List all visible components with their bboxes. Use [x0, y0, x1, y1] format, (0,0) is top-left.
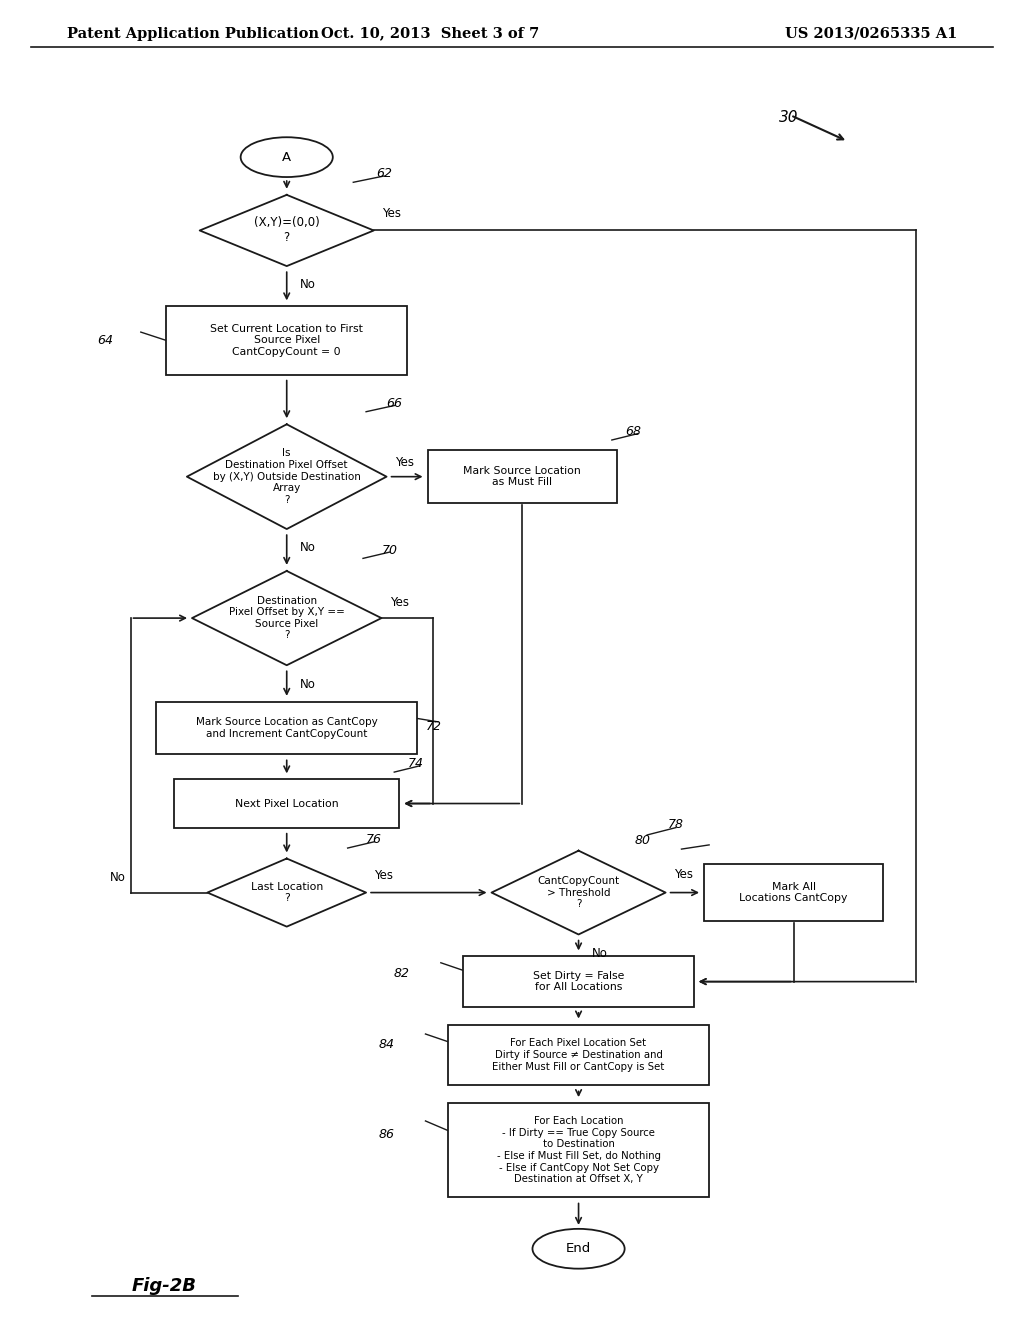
- Bar: [167, 306, 408, 375]
- Bar: [157, 702, 418, 754]
- Ellipse shape: [532, 1229, 625, 1269]
- Text: Last Location
?: Last Location ?: [251, 882, 323, 903]
- Text: No: No: [300, 677, 316, 690]
- Text: Is
Destination Pixel Offset
by (X,Y) Outside Destination
Array
?: Is Destination Pixel Offset by (X,Y) Out…: [213, 449, 360, 504]
- Text: Set Current Location to First
Source Pixel
CantCopyCount = 0: Set Current Location to First Source Pix…: [210, 323, 364, 358]
- Text: Oct. 10, 2013  Sheet 3 of 7: Oct. 10, 2013 Sheet 3 of 7: [321, 26, 540, 41]
- Text: 82: 82: [393, 966, 410, 979]
- Text: Set Dirty = False
for All Locations: Set Dirty = False for All Locations: [532, 970, 625, 993]
- Text: Yes: Yes: [674, 869, 693, 882]
- Text: US 2013/0265335 A1: US 2013/0265335 A1: [785, 26, 957, 41]
- Text: 78: 78: [668, 818, 684, 832]
- Text: 80: 80: [634, 834, 650, 847]
- Text: Mark Source Location
as Must Fill: Mark Source Location as Must Fill: [464, 466, 581, 487]
- Text: Next Pixel Location: Next Pixel Location: [234, 799, 339, 809]
- Text: Yes: Yes: [395, 455, 414, 469]
- Text: Fig-2B: Fig-2B: [131, 1278, 197, 1295]
- Text: CantCopyCount
> Threshold
?: CantCopyCount > Threshold ?: [538, 876, 620, 909]
- Text: Mark All
Locations CantCopy: Mark All Locations CantCopy: [739, 882, 848, 903]
- Text: No: No: [300, 279, 316, 292]
- Text: (X,Y)=(0,0)
?: (X,Y)=(0,0) ?: [254, 216, 319, 244]
- Text: End: End: [566, 1242, 591, 1255]
- Ellipse shape: [241, 137, 333, 177]
- Text: Mark Source Location as CantCopy
and Increment CantCopyCount: Mark Source Location as CantCopy and Inc…: [196, 717, 378, 739]
- Text: Yes: Yes: [390, 595, 409, 609]
- Text: For Each Pixel Location Set
Dirty if Source ≠ Destination and
Either Must Fill o: For Each Pixel Location Set Dirty if Sou…: [493, 1039, 665, 1072]
- Text: No: No: [111, 871, 126, 884]
- Text: For Each Location
- If Dirty == True Copy Source
to Destination
- Else if Must F: For Each Location - If Dirty == True Cop…: [497, 1117, 660, 1184]
- Text: 62: 62: [376, 168, 392, 181]
- Bar: [463, 957, 694, 1007]
- Text: 66: 66: [387, 397, 402, 409]
- Bar: [428, 450, 616, 503]
- Text: A: A: [283, 150, 291, 164]
- Bar: [447, 1104, 709, 1197]
- Text: 74: 74: [408, 758, 424, 770]
- Text: Patent Application Publication: Patent Application Publication: [67, 26, 318, 41]
- Bar: [705, 863, 883, 921]
- Text: 76: 76: [367, 833, 382, 846]
- Text: No: No: [300, 541, 316, 554]
- Bar: [174, 779, 399, 828]
- Text: Yes: Yes: [375, 870, 393, 882]
- Text: Destination
Pixel Offset by X,Y ==
Source Pixel
?: Destination Pixel Offset by X,Y == Sourc…: [228, 595, 345, 640]
- Text: Yes: Yes: [382, 207, 401, 220]
- Text: 86: 86: [378, 1129, 394, 1140]
- Text: 64: 64: [97, 334, 113, 347]
- Text: No: No: [592, 946, 608, 960]
- Text: 30: 30: [778, 110, 799, 125]
- Text: 68: 68: [625, 425, 641, 438]
- Bar: [447, 1024, 709, 1085]
- Text: 84: 84: [378, 1038, 394, 1051]
- Text: 70: 70: [382, 544, 397, 557]
- Text: 72: 72: [426, 719, 441, 733]
